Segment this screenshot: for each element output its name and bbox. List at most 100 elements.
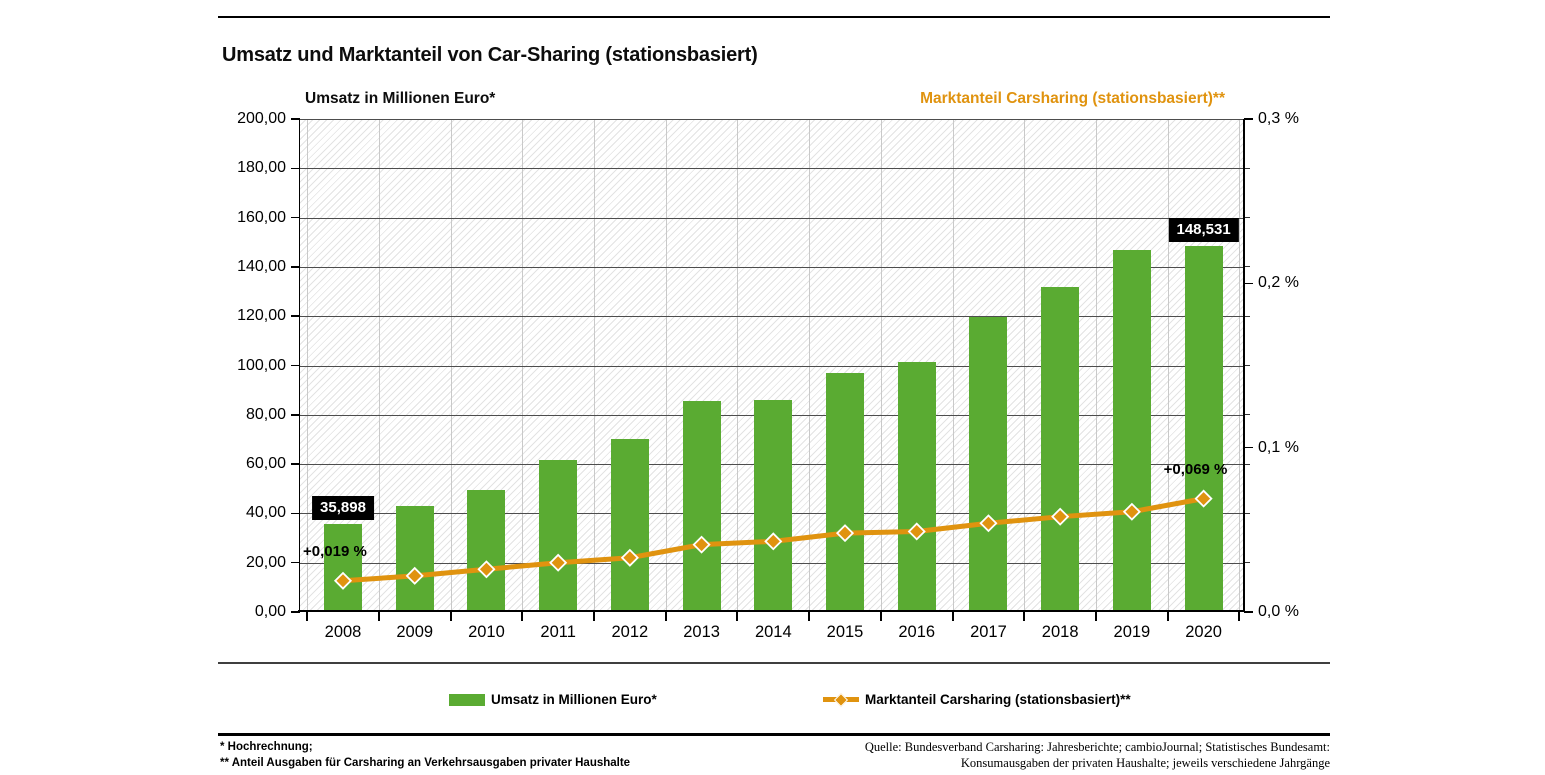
left-axis-tick bbox=[291, 216, 300, 219]
bar-series-swatch-icon bbox=[449, 693, 485, 706]
left-axis-tick-label: 200,00 bbox=[237, 110, 286, 127]
diamond-marker-2009 bbox=[405, 566, 424, 585]
right-axis-minor-tick bbox=[1244, 463, 1250, 465]
left-axis-tick bbox=[291, 414, 300, 416]
left-axis-tick-label: 180,00 bbox=[237, 159, 286, 177]
diamond-marker-2010 bbox=[477, 560, 496, 579]
right-axis-minor-tick bbox=[1244, 414, 1250, 416]
x-axis-label-2016: 2016 bbox=[898, 623, 936, 641]
left-axis-tick bbox=[291, 266, 300, 268]
x-axis-tick bbox=[736, 612, 739, 621]
bar-2008 bbox=[324, 523, 362, 612]
bar-2020 bbox=[1184, 245, 1223, 612]
diamond-marker-2014 bbox=[764, 532, 783, 551]
diamond-marker-2018 bbox=[1051, 507, 1070, 526]
bar-2018 bbox=[1041, 286, 1080, 612]
x-axis-label-2014: 2014 bbox=[754, 623, 792, 641]
bar-2010 bbox=[467, 489, 506, 612]
diamond-marker-2017 bbox=[979, 514, 998, 533]
x-axis-tick bbox=[1095, 612, 1098, 621]
right-axis-tick-label: 0,2 % bbox=[1258, 274, 1299, 292]
left-axis-line bbox=[298, 119, 300, 612]
source-line-1: Quelle: Bundesverband Carsharing: Jahres… bbox=[864, 740, 1330, 754]
right-axis-tick bbox=[1244, 611, 1253, 613]
legend-label-marktanteil: Marktanteil Carsharing (stationsbasiert)… bbox=[865, 692, 1131, 707]
left-axis-tick-label: 140,00 bbox=[237, 257, 286, 275]
legend-item-umsatz: Umsatz in Millionen Euro* bbox=[449, 692, 657, 707]
left-axis-tick-label: 20,00 bbox=[245, 553, 286, 571]
right-axis-minor-tick bbox=[1244, 217, 1250, 219]
left-axis-tick-label: 120,00 bbox=[237, 307, 286, 325]
diamond-marker-2013 bbox=[692, 535, 711, 554]
right-axis-tick-label: 0,1 % bbox=[1258, 438, 1299, 456]
bar-2014 bbox=[754, 400, 793, 612]
x-axis-tick bbox=[521, 612, 524, 621]
x-axis-label-2013: 2013 bbox=[683, 623, 720, 641]
x-axis-label-2020: 2020 bbox=[1185, 623, 1222, 641]
source-note: Quelle: Bundesverband Carsharing: Jahres… bbox=[865, 740, 1330, 771]
left-axis-tick bbox=[291, 463, 300, 465]
bar-2016 bbox=[897, 361, 936, 612]
x-axis-label-2009: 2009 bbox=[396, 623, 434, 641]
legend-label-umsatz: Umsatz in Millionen Euro* bbox=[491, 692, 657, 707]
right-axis-minor-tick bbox=[1244, 167, 1250, 169]
line-value-label-2020: +0,069 % bbox=[1163, 460, 1228, 478]
x-axis-tick bbox=[306, 612, 309, 621]
right-axis-minor-tick bbox=[1244, 512, 1250, 514]
bar-2019 bbox=[1112, 249, 1151, 612]
x-axis-label-2017: 2017 bbox=[970, 623, 1007, 641]
left-axis-tick bbox=[291, 561, 300, 564]
right-axis-minor-tick bbox=[1244, 266, 1250, 268]
bar-value-label-2020: 148,531 bbox=[1168, 217, 1239, 242]
bar-2012 bbox=[610, 439, 649, 612]
x-axis-label-2018: 2018 bbox=[1041, 623, 1079, 641]
left-axis-tick-label: 40,00 bbox=[245, 504, 286, 522]
plot-area: 0,00 20,00 40,00 60,00 80,00 100,00 120,00 140,… bbox=[237, 110, 1299, 641]
x-axis-tick bbox=[377, 612, 380, 621]
bar-2017 bbox=[969, 317, 1008, 612]
bar-2015 bbox=[826, 372, 865, 612]
right-axis-minor-tick bbox=[1244, 562, 1250, 564]
x-axis-label-2012: 2012 bbox=[611, 623, 649, 641]
horizontal-gridline bbox=[300, 119, 1243, 120]
left-axis-tick bbox=[291, 611, 300, 613]
diamond-marker-2020 bbox=[1194, 489, 1213, 508]
x-axis-label-2008: 2008 bbox=[324, 623, 362, 641]
line-value-label-2008: +0,019 % bbox=[303, 542, 367, 560]
left-axis-tick bbox=[291, 118, 300, 120]
left-axis-tick-label: 0,00 bbox=[254, 603, 286, 620]
left-axis-tick bbox=[291, 315, 300, 317]
left-axis-tick-label: 100,00 bbox=[237, 356, 286, 374]
x-axis-line bbox=[298, 609, 1245, 612]
bar-2011 bbox=[539, 460, 578, 612]
bar-2013 bbox=[682, 401, 721, 612]
bar-value-label-2008: 35,898 bbox=[312, 495, 374, 520]
x-axis-tick bbox=[1166, 612, 1169, 621]
bar-2009 bbox=[395, 506, 434, 612]
x-axis-label-2010: 2010 bbox=[468, 623, 505, 641]
x-axis-label-2019: 2019 bbox=[1113, 623, 1151, 641]
x-axis-tick bbox=[951, 612, 954, 621]
legend: Umsatz in Millionen Euro* Marktanteil Ca… bbox=[0, 692, 1545, 712]
x-axis-tick bbox=[808, 612, 811, 621]
horizontal-gridline bbox=[300, 217, 1243, 219]
right-axis-line bbox=[1243, 119, 1245, 612]
left-axis-tick bbox=[291, 167, 300, 170]
x-axis-tick bbox=[664, 612, 667, 621]
line-series-swatch-icon bbox=[823, 692, 859, 707]
diamond-marker-2019 bbox=[1122, 502, 1141, 521]
page-title: Umsatz und Marktanteil von Car-Sharing (… bbox=[222, 44, 758, 67]
x-axis-label-2015: 2015 bbox=[826, 623, 864, 641]
left-axis-tick-label: 80,00 bbox=[245, 405, 286, 423]
x-axis-label-2011: 2011 bbox=[540, 623, 576, 641]
left-axis-tick bbox=[291, 364, 300, 367]
left-axis-tick-label: 60,00 bbox=[245, 455, 286, 473]
left-axis-title: Umsatz in Millionen Euro* bbox=[305, 90, 496, 107]
left-axis-tick bbox=[291, 512, 300, 515]
footnote-rule bbox=[218, 733, 1330, 736]
right-axis-title: Marktanteil Carsharing (stationsbasiert)… bbox=[920, 90, 1225, 107]
right-axis-minor-tick bbox=[1244, 315, 1250, 317]
footnote-anteil: ** Anteil Ausgaben für Carsharing an Ver… bbox=[220, 756, 631, 769]
right-axis-minor-tick bbox=[1244, 365, 1250, 366]
